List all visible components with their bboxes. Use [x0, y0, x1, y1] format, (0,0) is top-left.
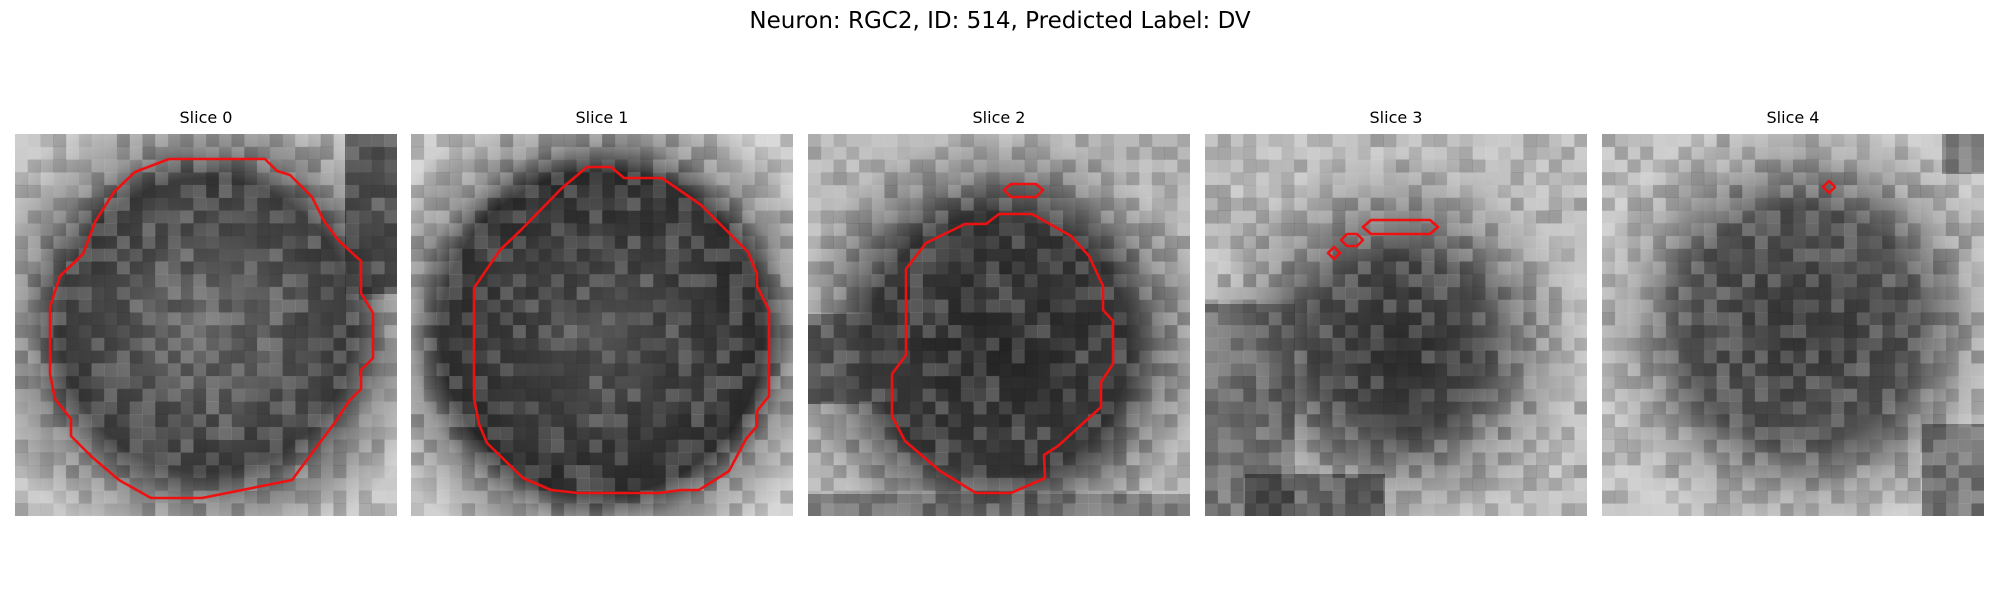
slice-panel-4: Slice 4 [1602, 108, 1984, 518]
slice-title-1: Slice 1 [575, 108, 629, 127]
slice-image-1 [411, 134, 793, 516]
slice-image-4 [1602, 134, 1984, 516]
cell-contour [48, 157, 375, 500]
slice-image-0 [15, 134, 397, 516]
slice-image-3 [1205, 134, 1587, 516]
figure-title: Neuron: RGC2, ID: 514, Predicted Label: … [749, 8, 1251, 34]
cell-contour [1361, 218, 1440, 236]
slice-panel-2: Slice 2 [808, 108, 1190, 518]
slice-panel-0: Slice 0 [15, 108, 397, 518]
slice-title-2: Slice 2 [972, 108, 1026, 127]
cell-contour [1821, 179, 1837, 195]
slice-title-4: Slice 4 [1766, 108, 1820, 127]
cell-contour [1339, 232, 1365, 248]
cell-contour [1002, 182, 1045, 199]
slice-panel-1: Slice 1 [411, 108, 793, 518]
slice-image-2 [808, 134, 1190, 516]
cell-contour [1326, 245, 1342, 261]
cell-contour [472, 165, 771, 495]
slice-title-3: Slice 3 [1369, 108, 1423, 127]
slice-panel-3: Slice 3 [1205, 108, 1587, 518]
cell-contour [890, 212, 1115, 495]
slice-title-0: Slice 0 [179, 108, 233, 127]
